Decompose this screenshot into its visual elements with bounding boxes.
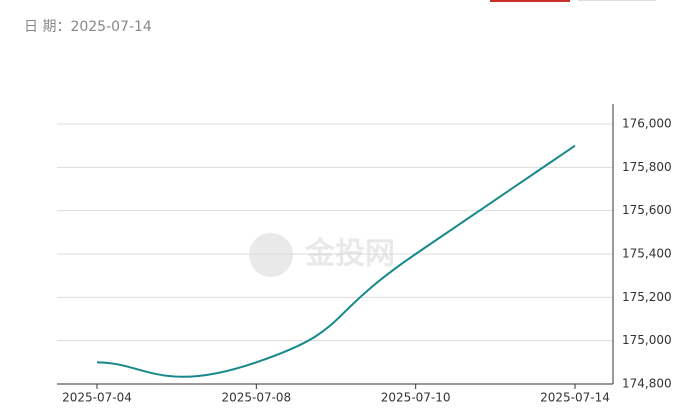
tab-border (578, 0, 656, 1)
y-tick-label: 175,800 (622, 160, 672, 174)
x-tick-label: 2025-07-14 (540, 391, 610, 405)
y-tick-label: 176,000 (622, 117, 672, 131)
x-tick-label: 2025-07-10 (381, 391, 451, 405)
y-tick-label: 174,800 (622, 377, 672, 391)
x-tick-label: 2025-07-08 (221, 391, 291, 405)
x-tick-label: 2025-07-04 (62, 391, 132, 405)
date-label: 日 期：2025-07-14 (24, 19, 152, 35)
watermark: 金投网 (249, 233, 395, 277)
y-tick-label: 175,200 (622, 290, 672, 304)
y-tick-label: 175,000 (622, 333, 672, 347)
y-tick-label: 175,600 (622, 203, 672, 217)
tab-indicator (490, 0, 570, 2)
y-tick-label: 175,400 (622, 247, 672, 261)
line (96, 144, 576, 378)
